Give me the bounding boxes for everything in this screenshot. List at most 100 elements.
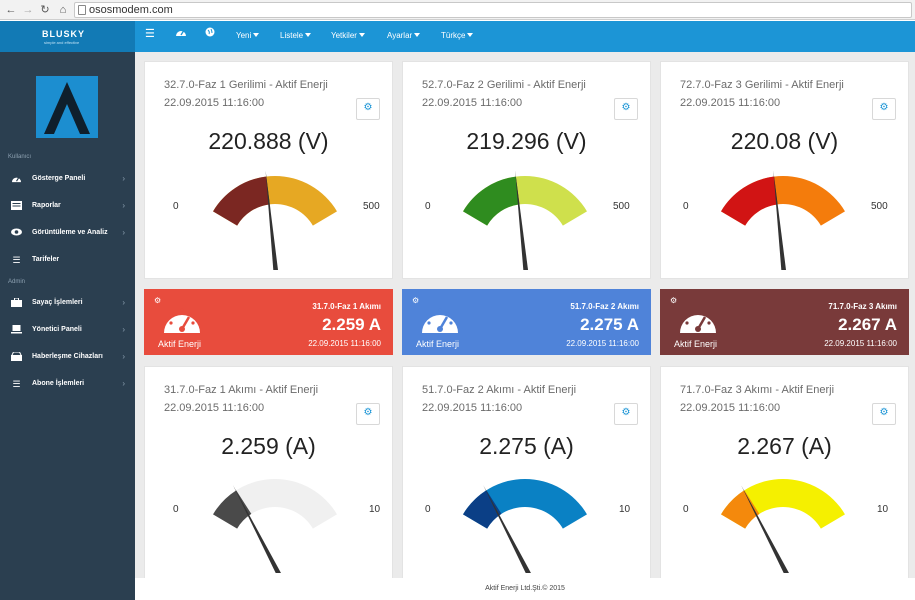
- chevron-right-icon: ›: [122, 298, 125, 307]
- gauge-date: 22.09.2015 11:16:00: [164, 402, 265, 414]
- gauge-min: 0: [425, 504, 431, 515]
- tile-label: Aktif Enerji: [158, 339, 202, 349]
- menu-listele[interactable]: Listele: [280, 31, 312, 40]
- summary-tile[interactable]: ⚙ 71.7.0-Faz 3 Akımı 2.267 A Aktif Enerj…: [660, 289, 909, 355]
- gauge-date: 22.09.2015 11:16:00: [164, 97, 265, 109]
- sidebar-item-label: Tarifeler: [32, 256, 60, 263]
- menu-yetkiler-label: Yetkiler: [331, 31, 357, 40]
- gauge-value-arc: [213, 490, 252, 529]
- gauge-max: 500: [363, 201, 380, 212]
- menu-yeni-label: Yeni: [236, 31, 252, 40]
- gauge-value-arc: [463, 176, 520, 226]
- gear-icon: ⚙: [363, 407, 373, 418]
- menu-yetkiler[interactable]: Yetkiler: [331, 31, 365, 40]
- gauge-needle: [483, 485, 531, 573]
- settings-button[interactable]: ⚙: [614, 403, 638, 425]
- sidebar-item-dashboard[interactable]: Gösterge Paneli ›: [0, 168, 135, 192]
- gauge-value: 2.275 (A): [479, 433, 574, 459]
- sidebar-item-tariffs[interactable]: ☰ Tarifeler: [0, 249, 135, 273]
- summary-tile[interactable]: ⚙ 51.7.0-Faz 2 Akımı 2.275 A Aktif Enerj…: [402, 289, 651, 355]
- settings-button[interactable]: ⚙: [614, 98, 638, 120]
- gear-icon: ⚙: [363, 102, 373, 113]
- tile-name: 51.7.0-Faz 2 Akımı: [570, 302, 639, 311]
- sidebar-item-label: Sayaç İşlemleri: [32, 299, 83, 306]
- caret-down-icon: [467, 33, 474, 37]
- gauge-value: 219.296 (V): [466, 128, 587, 154]
- tile-name: 71.7.0-Faz 3 Akımı: [828, 302, 897, 311]
- top-navbar: BLUSKY simple and effective ☰ Yeni Liste…: [0, 21, 915, 52]
- reload-icon[interactable]: ↻: [40, 4, 50, 16]
- dashboard-icon: [422, 308, 458, 333]
- dashboard-icon: [680, 308, 716, 333]
- list-icon: ☰: [12, 255, 21, 265]
- gauge-title: 51.7.0-Faz 2 Akımı - Aktif Enerji: [422, 384, 577, 396]
- gear-icon[interactable]: ⚙: [412, 296, 420, 305]
- gauge-min: 0: [425, 201, 431, 212]
- company-logo: [36, 76, 98, 138]
- back-icon[interactable]: ←: [5, 4, 17, 16]
- settings-button[interactable]: ⚙: [872, 403, 896, 425]
- gauge-dial: [721, 170, 845, 270]
- gauge-date: 22.09.2015 11:16:00: [680, 97, 781, 109]
- summary-tile[interactable]: ⚙ 31.7.0-Faz 1 Akımı 2.259 A Aktif Enerj…: [144, 289, 393, 355]
- gauge-card: 32.7.0-Faz 1 Gerilimi - Aktif Enerji 22.…: [144, 61, 393, 279]
- menu-ayarlar[interactable]: Ayarlar: [387, 31, 421, 40]
- sidebar-item-admin-panel[interactable]: Yönetici Paneli ›: [0, 319, 135, 343]
- settings-button[interactable]: ⚙: [356, 403, 380, 425]
- dashboard-icon[interactable]: [175, 27, 187, 40]
- globe-icon[interactable]: [205, 27, 215, 40]
- sidebar-item-subscribers[interactable]: ☰ Abone İşlemleri ›: [0, 373, 135, 397]
- tile-value: 2.275 A: [580, 315, 639, 334]
- sidebar-item-label: Abone İşlemleri: [32, 380, 85, 387]
- brand-logo: BLUSKY: [42, 29, 86, 39]
- forward-icon[interactable]: →: [22, 4, 34, 16]
- gauge-dial: [213, 479, 337, 573]
- gear-icon: ⚙: [621, 407, 631, 418]
- dashboard-icon: [164, 308, 200, 333]
- gauge-title: 52.7.0-Faz 2 Gerilimi - Aktif Enerji: [422, 79, 586, 91]
- briefcase-icon: [11, 297, 22, 309]
- gauge-dial: [721, 479, 845, 573]
- sidebar-item-analysis[interactable]: Görüntüleme ve Analiz ›: [0, 222, 135, 246]
- sidebar-item-label: Yönetici Paneli: [32, 326, 82, 333]
- tile-label: Aktif Enerji: [416, 339, 460, 349]
- sidebar-item-label: Raporlar: [32, 202, 61, 209]
- menu-toggle-icon[interactable]: ☰: [145, 28, 155, 40]
- sidebar-item-label: Gösterge Paneli: [32, 175, 86, 182]
- chevron-right-icon: ›: [122, 325, 125, 334]
- menu-yeni[interactable]: Yeni: [236, 31, 260, 40]
- laptop-icon: [11, 325, 22, 336]
- caret-down-icon: [358, 33, 365, 37]
- browser-toolbar: ← → ↻ ⌂ ososmodem.com: [0, 0, 915, 20]
- page-icon: [78, 5, 86, 15]
- sidebar-item-label: Görüntüleme ve Analiz: [32, 229, 108, 236]
- gauge-title: 71.7.0-Faz 3 Akımı - Aktif Enerji: [680, 384, 835, 396]
- sidebar-section-user: Kullanıcı: [8, 154, 32, 160]
- gauge-value-arc: [463, 490, 502, 529]
- settings-button[interactable]: ⚙: [872, 98, 896, 120]
- brand[interactable]: BLUSKY simple and effective: [0, 21, 135, 52]
- tile-date: 22.09.2015 11:16:00: [566, 339, 639, 348]
- gauge-max: 500: [871, 201, 888, 212]
- footer: Aktif Enerji Ltd.Şti.© 2015: [135, 578, 915, 600]
- gauge-card: 51.7.0-Faz 2 Akımı - Aktif Enerji 22.09.…: [402, 366, 651, 600]
- gauge-dial: [463, 170, 587, 270]
- chevron-right-icon: ›: [122, 201, 125, 210]
- tile-date: 22.09.2015 11:16:00: [824, 339, 897, 348]
- tile-value: 2.259 A: [322, 315, 381, 334]
- tile-value: 2.267 A: [838, 315, 897, 334]
- settings-button[interactable]: ⚙: [356, 98, 380, 120]
- address-bar[interactable]: ososmodem.com: [74, 2, 912, 18]
- caret-down-icon: [414, 33, 421, 37]
- menu-language[interactable]: Türkçe: [441, 31, 474, 40]
- sidebar-item-devices[interactable]: Haberleşme Cihazları ›: [0, 346, 135, 370]
- gear-icon[interactable]: ⚙: [154, 296, 162, 305]
- gauge-needle: [741, 485, 789, 573]
- sidebar-item-reports[interactable]: Raporlar ›: [0, 195, 135, 219]
- reports-icon: [11, 201, 22, 212]
- dashboard-content: 32.7.0-Faz 1 Gerilimi - Aktif Enerji 22.…: [135, 52, 915, 600]
- home-icon[interactable]: ⌂: [59, 4, 67, 16]
- sidebar-item-meter[interactable]: Sayaç İşlemleri ›: [0, 292, 135, 316]
- gauge-card: 72.7.0-Faz 3 Gerilimi - Aktif Enerji 22.…: [660, 61, 909, 279]
- gear-icon[interactable]: ⚙: [670, 296, 678, 305]
